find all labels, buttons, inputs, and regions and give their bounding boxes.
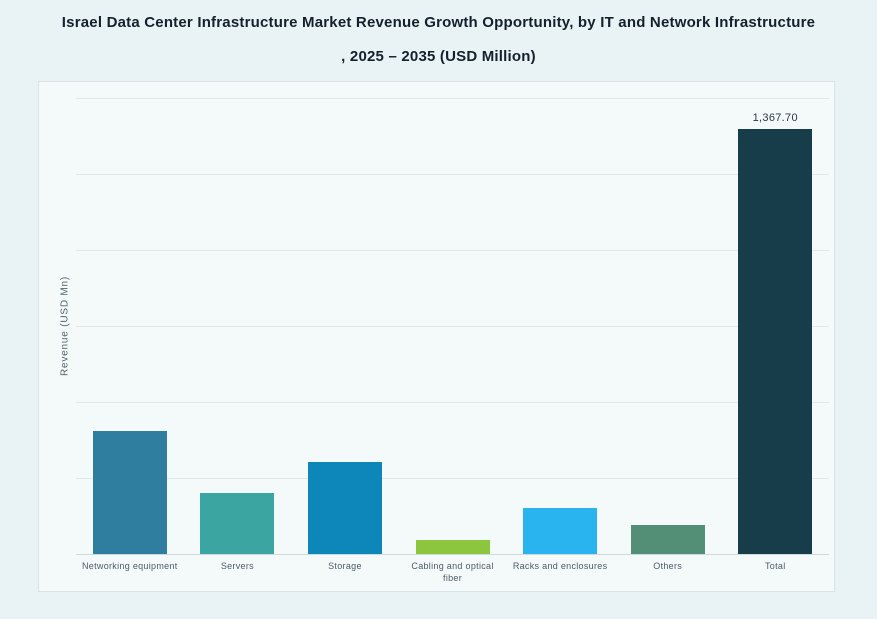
y-axis-label: Revenue (USD Mn) (59, 275, 71, 377)
bars-row: 1,367.70 (76, 98, 829, 554)
bar-networking-equipment (92, 430, 167, 554)
category-label-cabling-and-optical-fiber: Cabling and optical fiber (411, 561, 494, 583)
category-label-racks-and-enclosures: Racks and enclosures (512, 561, 608, 571)
chart-panel: Revenue (USD Mn) 1,367.70 Networking equ… (38, 81, 835, 592)
category-label-storage: Storage (328, 561, 362, 571)
bar-others (630, 525, 705, 554)
bar-value-label-total: 1,367.70 (752, 111, 798, 124)
bar-column-servers (184, 98, 292, 554)
category-label-total: Total (765, 561, 786, 571)
category-label-networking-equipment: Networking equipment (82, 561, 178, 571)
bar-storage (307, 462, 382, 554)
bar-column-total: 1,367.70 (721, 98, 829, 554)
bar-column-cabling-and-optical-fiber (399, 98, 507, 554)
chart-title: Israel Data Center Infrastructure Market… (0, 14, 877, 65)
category-label-others: Others (653, 561, 683, 571)
chart-title-line2: , 2025 – 2035 (USD Million) (341, 48, 536, 65)
category-row: Networking equipment Servers Storage Cablin… (76, 561, 829, 584)
category-label-servers: Servers (220, 561, 254, 571)
bar-column-others (614, 98, 722, 554)
bar-column-racks-and-enclosures (506, 98, 614, 554)
chart-title-line1: Israel Data Center Infrastructure Market… (61, 14, 816, 31)
bar-cabling-and-optical-fiber (415, 540, 490, 554)
plot-area: 1,367.70 (76, 98, 829, 555)
bar-total (738, 128, 813, 554)
bottom-margin (0, 619, 877, 632)
bar-column-networking-equipment (76, 98, 184, 554)
bar-column-storage (291, 98, 399, 554)
bar-servers (200, 493, 275, 554)
bar-racks-and-enclosures (523, 508, 598, 554)
